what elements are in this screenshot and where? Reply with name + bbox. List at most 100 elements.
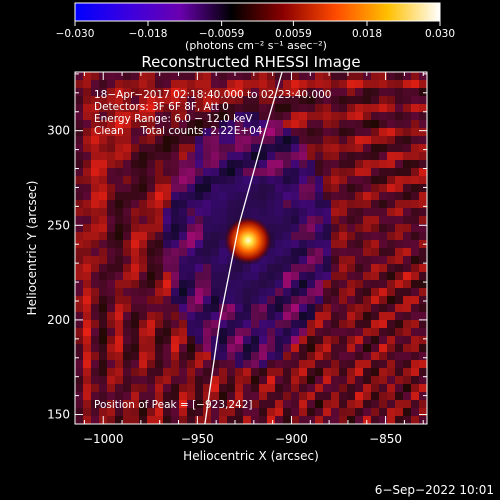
image-pixel <box>315 288 324 297</box>
image-pixel <box>83 240 92 249</box>
image-pixel <box>387 184 396 193</box>
image-pixel <box>307 280 316 289</box>
image-pixel <box>307 152 316 161</box>
image-pixel <box>355 320 364 329</box>
image-pixel <box>283 408 292 417</box>
image-pixel <box>267 96 276 105</box>
image-pixel <box>171 336 180 345</box>
image-pixel <box>411 184 420 193</box>
image-pixel <box>299 80 308 89</box>
image-pixel <box>171 208 180 217</box>
image-pixel <box>211 216 220 225</box>
image-pixel <box>227 328 236 337</box>
image-pixel <box>291 352 300 361</box>
image-pixel <box>243 72 252 81</box>
image-pixel <box>323 128 332 137</box>
image-pixel <box>395 128 404 137</box>
image-pixel <box>299 400 308 409</box>
image-pixel <box>371 360 380 369</box>
image-pixel <box>331 184 340 193</box>
image-pixel <box>115 80 124 89</box>
image-pixel <box>419 352 427 361</box>
image-pixel <box>419 256 427 265</box>
image-pixel <box>91 272 100 281</box>
image-pixel <box>363 152 372 161</box>
image-pixel <box>307 248 316 257</box>
image-pixel <box>315 216 324 225</box>
image-pixel <box>259 168 268 177</box>
image-pixel <box>163 216 172 225</box>
image-pixel <box>195 208 204 217</box>
image-pixel <box>419 288 427 297</box>
image-pixel <box>363 128 372 137</box>
image-pixel <box>283 304 292 313</box>
image-pixel <box>299 296 308 305</box>
image-pixel <box>307 344 316 353</box>
image-pixel <box>371 384 380 393</box>
image-pixel <box>291 216 300 225</box>
image-pixel <box>419 408 427 417</box>
image-pixel <box>131 168 140 177</box>
image-pixel <box>107 96 116 105</box>
image-pixel <box>259 104 268 113</box>
image-pixel <box>411 320 420 329</box>
image-pixel <box>203 336 212 345</box>
image-pixel <box>411 256 420 265</box>
image-pixel <box>299 240 308 249</box>
image-pixel <box>99 248 108 257</box>
image-pixel <box>99 384 108 393</box>
image-pixel <box>291 96 300 105</box>
image-pixel <box>403 288 412 297</box>
image-pixel <box>147 304 156 313</box>
image-pixel <box>283 264 292 273</box>
image-pixel <box>179 288 188 297</box>
image-pixel <box>147 72 156 81</box>
image-pixel <box>251 176 260 185</box>
image-pixel <box>235 312 244 321</box>
image-pixel <box>235 408 244 417</box>
image-pixel <box>123 272 132 281</box>
image-pixel <box>315 408 324 417</box>
image-pixel <box>379 376 388 385</box>
image-pixel <box>179 264 188 273</box>
image-pixel <box>267 264 276 273</box>
image-pixel <box>331 256 340 265</box>
image-pixel <box>235 336 244 345</box>
image-pixel <box>275 320 284 329</box>
image-pixel <box>155 288 164 297</box>
image-pixel <box>235 88 244 97</box>
image-pixel <box>171 184 180 193</box>
x-tick-label: −900 <box>275 432 308 446</box>
image-pixel <box>251 104 260 113</box>
image-pixel <box>307 240 316 249</box>
image-pixel <box>275 336 284 345</box>
image-pixel <box>99 192 108 201</box>
image-pixel <box>147 208 156 217</box>
image-pixel <box>83 416 92 424</box>
image-pixel <box>203 184 212 193</box>
image-pixel <box>195 416 204 424</box>
image-pixel <box>267 112 276 121</box>
image-pixel <box>179 408 188 417</box>
image-pixel <box>163 264 172 273</box>
image-pixel <box>403 352 412 361</box>
image-pixel <box>403 416 412 424</box>
image-pixel <box>291 328 300 337</box>
image-pixel <box>75 256 84 265</box>
image-pixel <box>339 304 348 313</box>
image-pixel <box>203 160 212 169</box>
image-pixel <box>147 192 156 201</box>
image-pixel <box>291 80 300 89</box>
image-pixel <box>115 208 124 217</box>
image-pixel <box>91 352 100 361</box>
image-pixel <box>315 192 324 201</box>
image-pixel <box>387 248 396 257</box>
image-pixel <box>331 136 340 145</box>
image-pixel <box>347 384 356 393</box>
image-pixel <box>115 416 124 424</box>
image-pixel <box>347 128 356 137</box>
image-pixel <box>203 296 212 305</box>
image-pixel <box>99 128 108 137</box>
image-pixel <box>323 352 332 361</box>
image-pixel <box>235 320 244 329</box>
